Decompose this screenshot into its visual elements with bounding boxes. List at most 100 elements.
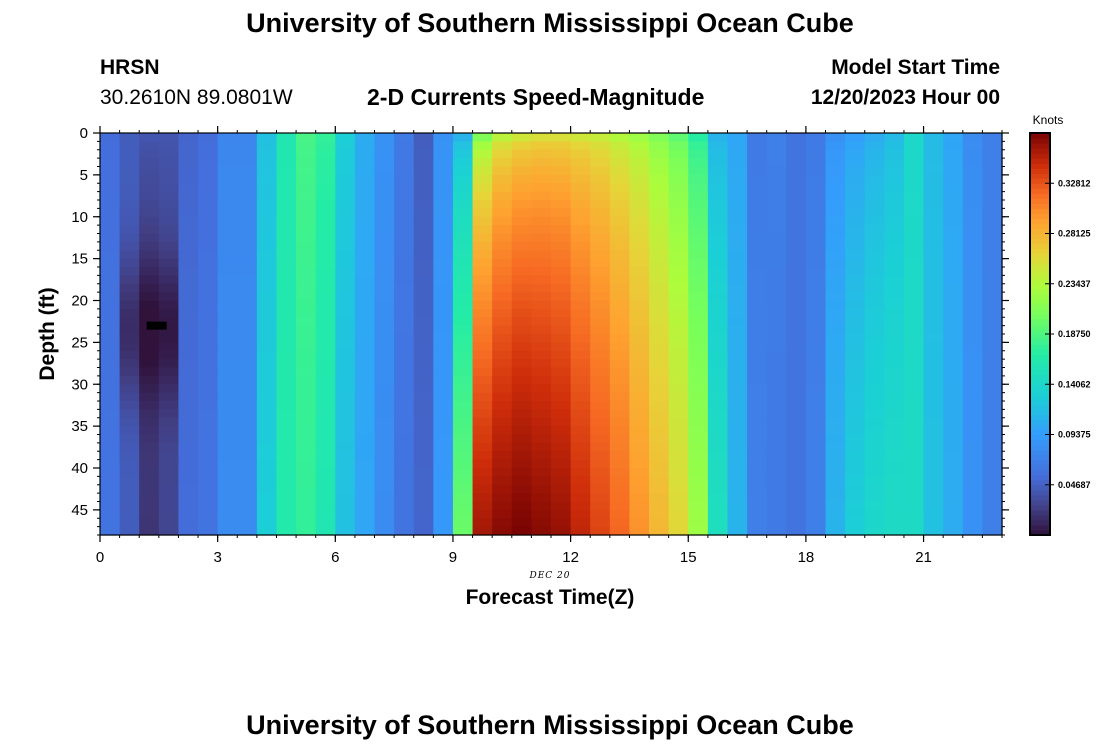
heatmap-cell [335,426,356,436]
heatmap-cell [923,141,944,151]
heatmap-cell [472,426,493,436]
heatmap-cell [433,375,454,385]
heatmap-cell [649,451,670,461]
heatmap-cell [119,292,140,302]
heatmap-cell [256,426,278,436]
heatmap-cell [982,158,1003,168]
heatmap-cell [825,133,846,142]
heatmap-cell [864,401,885,410]
heatmap-cell [198,375,219,385]
heatmap-cell [452,166,474,176]
heatmap-cell [786,501,807,511]
heatmap-cell [315,476,336,486]
heatmap-cell [237,166,258,176]
heatmap-cell [747,392,768,402]
colorbar-segment [1030,389,1050,395]
heatmap-cell [629,308,650,318]
heatmap-cell [570,191,591,201]
heatmap-cell [668,526,689,536]
heatmap-cell [766,133,787,142]
heatmap-cell [845,451,866,461]
heatmap-cell [276,384,297,394]
heatmap-cell [315,342,336,352]
heatmap-cell [452,459,474,469]
heatmap-cell [609,149,631,159]
heatmap-cell [825,442,846,452]
heatmap-cell [668,300,689,310]
heatmap-cell [943,133,964,142]
heatmap-cell [413,434,434,444]
heatmap-cell [276,518,297,528]
heatmap-cell [511,267,532,276]
heatmap-cell [100,258,121,268]
heatmap-cell [394,183,415,193]
heatmap-cell [413,476,434,486]
date-label: DEC 20 [529,571,571,581]
heatmap-cell [531,384,552,394]
heatmap-cell [707,417,729,427]
heatmap-cell [276,501,297,511]
heatmap-cell [766,367,787,377]
colorbar-segment [1030,248,1050,255]
heatmap-cell [354,325,376,335]
heatmap-cell [452,392,474,402]
heatmap-cell [413,526,434,536]
heatmap-cell [688,359,709,369]
heatmap-cell [139,334,160,343]
heatmap-cell [943,258,964,268]
heatmap-cell [864,191,885,201]
heatmap-cell [276,250,297,260]
heatmap-cell [825,426,846,436]
heatmap-cell [845,526,866,536]
x-tick-label: 15 [680,549,697,566]
heatmap-cell [688,484,709,494]
heatmap-cell [315,375,336,385]
heatmap-cell [786,484,807,494]
heatmap-cell [296,283,317,293]
heatmap-cell [217,308,238,318]
heatmap-cell [276,484,297,494]
heatmap-cell [452,367,474,377]
heatmap-cell [551,300,572,310]
heatmap-cell [825,409,846,419]
heatmap-cell [982,133,1003,142]
heatmap-cell [511,300,532,310]
heatmap-cell [786,158,807,168]
heatmap-cell [354,174,376,184]
heatmap-cell [100,484,121,494]
heatmap-cell [472,225,493,235]
heatmap-cell [707,258,729,268]
heatmap-cell [492,275,513,285]
heatmap-cell [139,216,160,226]
heatmap-cell [766,384,787,394]
heatmap-cell [237,401,258,410]
heatmap-cell [296,334,317,343]
heatmap-cell [688,334,709,343]
heatmap-cell [551,317,572,327]
heatmap-cell [433,208,454,218]
heatmap-cell [198,267,219,276]
heatmap-cell [570,375,591,385]
heatmap-cell [354,359,376,369]
heatmap-cell [315,417,336,427]
heatmap-cell [158,334,180,343]
heatmap-cell [668,275,689,285]
heatmap-cell [629,267,650,276]
heatmap-cell [119,459,140,469]
heatmap-cell [707,426,729,436]
heatmap-cell [413,451,434,461]
heatmap-cell [354,300,376,310]
heatmap-cell [217,141,238,151]
heatmap-cell [511,133,532,142]
heatmap-cell [374,250,395,260]
heatmap-cell [158,308,180,318]
heatmap-cell [786,392,807,402]
heatmap-cell [492,417,513,427]
heatmap-cell [394,292,415,302]
heatmap-cell [609,359,631,369]
heatmap-cell [884,518,905,528]
heatmap-cell [354,267,376,276]
heatmap-cell [551,258,572,268]
heatmap-cell [825,518,846,528]
